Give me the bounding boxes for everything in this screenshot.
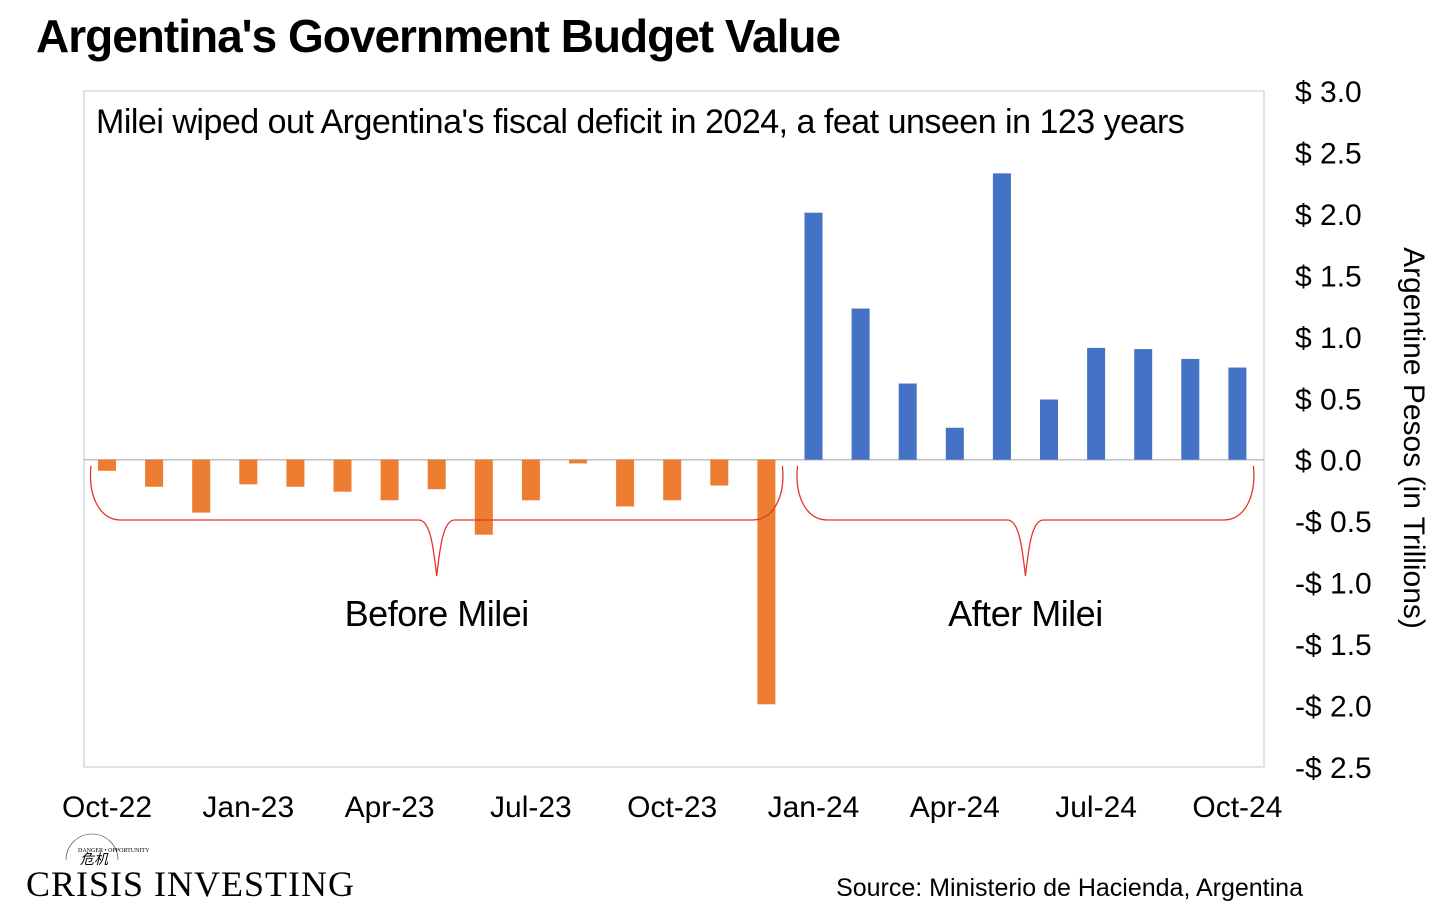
bar-feb-24 [851,308,870,460]
x-axis-ticks: Oct-22 Jan-23 Apr-23 Jul-23 Oct-23 Jan-24 Apr-… [62,791,1282,824]
x-tick-label: Oct-23 [627,791,717,824]
chart-title: Argentina's Government Budget Value [36,10,841,62]
bar-apr-24 [945,427,964,460]
x-tick-label: Jul-23 [490,791,572,824]
bar-sep-23 [616,459,635,507]
logo-tagline: DANGER • OPPORTUNITY [78,848,150,854]
group-bracket-0 [89,465,784,577]
y-tick-label: -$ 1.5 [1295,629,1372,662]
x-tick-label: Apr-24 [910,791,1000,824]
y-tick-label: $ 0.5 [1295,383,1362,416]
bars-layer [98,173,1247,705]
y-axis-title: Argentine Pesos (in Trillions) [1397,247,1430,629]
y-tick-label: $ 2.0 [1295,199,1362,232]
bar-nov-22 [145,459,164,487]
logo-arc-icon [65,833,119,861]
bar-nov-23 [710,459,729,486]
bar-sep-24 [1181,358,1200,460]
y-tick-label: $ 2.5 [1295,137,1362,170]
bar-dec-22 [192,459,211,513]
bar-jan-24 [804,212,823,460]
y-tick-label: $ 0.0 [1295,445,1362,478]
group-bracket-1 [796,465,1255,577]
bar-aug-24 [1134,349,1153,460]
x-tick-label: Oct-24 [1192,791,1282,824]
bar-oct-24 [1228,367,1247,460]
x-tick-label: Jan-23 [202,791,294,824]
y-tick-label: $ 1.0 [1295,322,1362,355]
bar-oct-23 [663,459,682,501]
brackets-layer [89,465,1255,577]
y-axis-ticks: $ 3.0 $ 2.5 $ 2.0 $ 1.5 $ 1.0 $ 0.5 $ 0.0 -$ 0.… [1295,76,1372,785]
logo-glyph: 危机 [80,852,109,868]
y-tick-label: $ 1.5 [1295,260,1362,293]
plot-area [83,90,1265,768]
bar-mar-24 [898,383,917,460]
bar-dec-23 [757,459,776,705]
y-tick-label: -$ 0.5 [1295,506,1372,539]
bar-may-24 [992,173,1011,460]
crisis-investing-logo: DANGER • OPPORTUNITY 危机 CRISIS INVESTING [26,833,355,904]
x-tick-label: Oct-22 [62,791,152,824]
x-tick-label: Jul-24 [1055,791,1137,824]
y-tick-label: -$ 1.0 [1295,568,1372,601]
bar-may-23 [427,459,446,490]
bar-jun-23 [474,459,493,535]
source-note: Source: Ministerio de Hacienda, Argentin… [836,874,1303,902]
bar-jun-24 [1040,399,1058,460]
group-label-1: After Milei [948,593,1103,634]
bar-jul-24 [1087,347,1106,460]
group-labels-layer: Before Milei After Milei [345,593,1104,634]
bar-jan-23 [239,459,258,485]
x-tick-label: Jan-24 [768,791,860,824]
bar-aug-23 [569,459,587,464]
bar-feb-23 [286,459,305,487]
bar-jul-23 [521,459,540,501]
bar-oct-22 [98,459,116,471]
chart-annotation: Milei wiped out Argentina's fiscal defic… [96,103,1184,141]
x-tick-label: Apr-23 [345,791,435,824]
y-tick-label: $ 3.0 [1295,76,1362,109]
group-label-0: Before Milei [345,593,529,634]
bar-mar-23 [333,459,352,492]
logo-text: CRISIS INVESTING [26,864,355,904]
bar-apr-23 [380,459,399,501]
y-tick-label: -$ 2.5 [1295,752,1372,785]
y-tick-label: -$ 2.0 [1295,691,1372,724]
